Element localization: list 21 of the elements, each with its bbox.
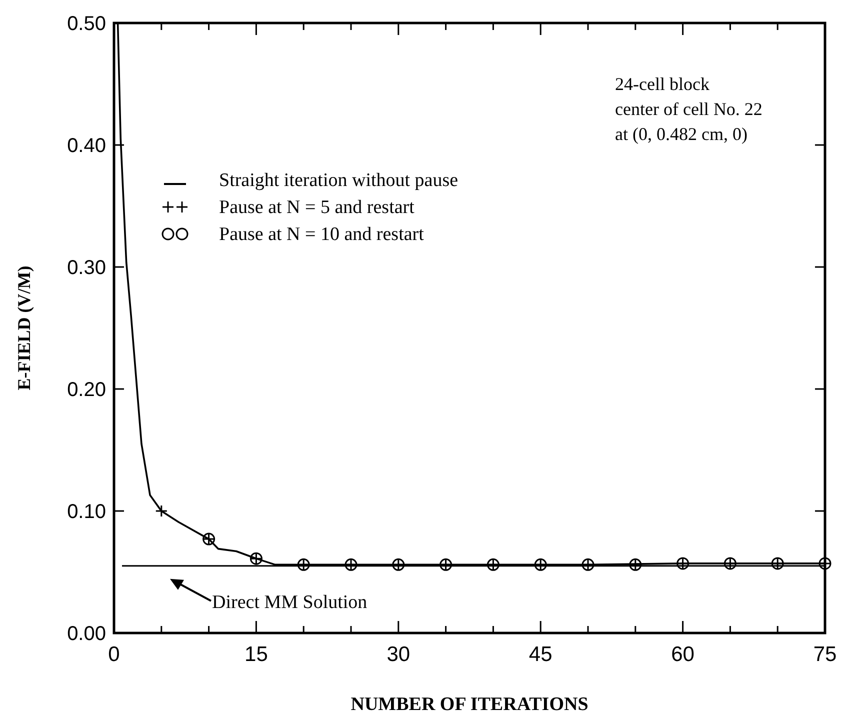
y-axis-title: E-FIELD (V/M): [14, 266, 34, 390]
legend-label: Pause at N = 5 and restart: [219, 197, 416, 218]
legend-label: Straight iteration without pause: [219, 170, 458, 191]
y-tick-label: 0.50: [67, 13, 106, 35]
legend-label: Pause at N = 10 and restart: [219, 224, 425, 245]
x-tick-label: 45: [528, 643, 552, 666]
annotation: at (0, 0.482 cm, 0): [615, 124, 748, 144]
x-tick-label: 0: [108, 643, 120, 666]
x-axis-title: NUMBER OF ITERATIONS: [350, 694, 588, 715]
y-tick-label: 0.40: [67, 135, 106, 157]
y-tick-label: 0.00: [67, 623, 106, 645]
x-tick-label: 60: [671, 643, 694, 666]
y-tick-label: 0.30: [67, 257, 106, 279]
y-tick-label: 0.20: [67, 379, 106, 401]
y-tick-label: 0.10: [67, 501, 106, 523]
x-tick-label: 30: [386, 643, 410, 666]
annotation: 24-cell block: [615, 74, 710, 94]
annotation: center of cell No. 22: [615, 99, 762, 119]
x-tick-label: 75: [813, 643, 837, 666]
x-tick-label: 15: [244, 643, 268, 666]
legend-label: Direct MM Solution: [212, 592, 368, 613]
